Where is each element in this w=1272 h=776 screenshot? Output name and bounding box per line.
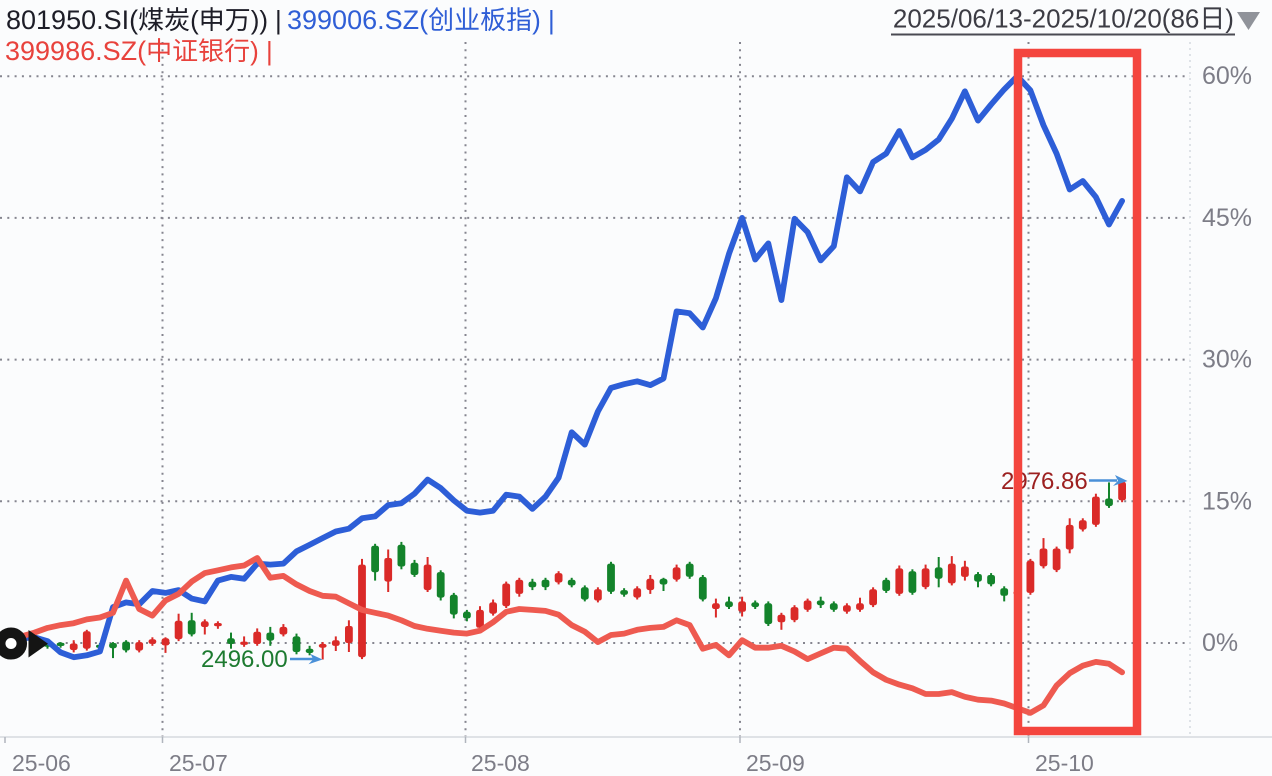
svg-text:)): )) — [251, 5, 268, 35]
svg-text:|: | — [548, 5, 555, 35]
svg-text:25-10: 25-10 — [1035, 750, 1094, 776]
svg-text:60%: 60% — [1202, 62, 1252, 90]
svg-text:399986.SZ(: 399986.SZ( — [5, 36, 146, 66]
svg-text:|: | — [275, 5, 282, 35]
svg-text:2496.00: 2496.00 — [201, 646, 288, 673]
svg-text:25-07: 25-07 — [169, 750, 228, 776]
svg-text:399006.SZ(: 399006.SZ( — [287, 5, 428, 35]
svg-text:): ) — [1225, 4, 1234, 34]
svg-text:): ) — [250, 36, 259, 66]
svg-text:(: ( — [190, 5, 199, 35]
svg-text:|: | — [266, 36, 273, 66]
svg-text:): ) — [532, 5, 541, 35]
svg-text:801950.SI(: 801950.SI( — [6, 5, 138, 35]
svg-text:25-06: 25-06 — [12, 750, 71, 776]
svg-text:25-09: 25-09 — [746, 750, 805, 776]
svg-text:45%: 45% — [1202, 204, 1252, 232]
svg-text:25-08: 25-08 — [471, 750, 530, 776]
svg-text:30%: 30% — [1202, 346, 1252, 374]
svg-text:0%: 0% — [1202, 629, 1238, 657]
svg-text:2025/06/13-2025/10/20(86: 2025/06/13-2025/10/20(86 — [893, 4, 1200, 34]
svg-text:15%: 15% — [1202, 487, 1252, 515]
